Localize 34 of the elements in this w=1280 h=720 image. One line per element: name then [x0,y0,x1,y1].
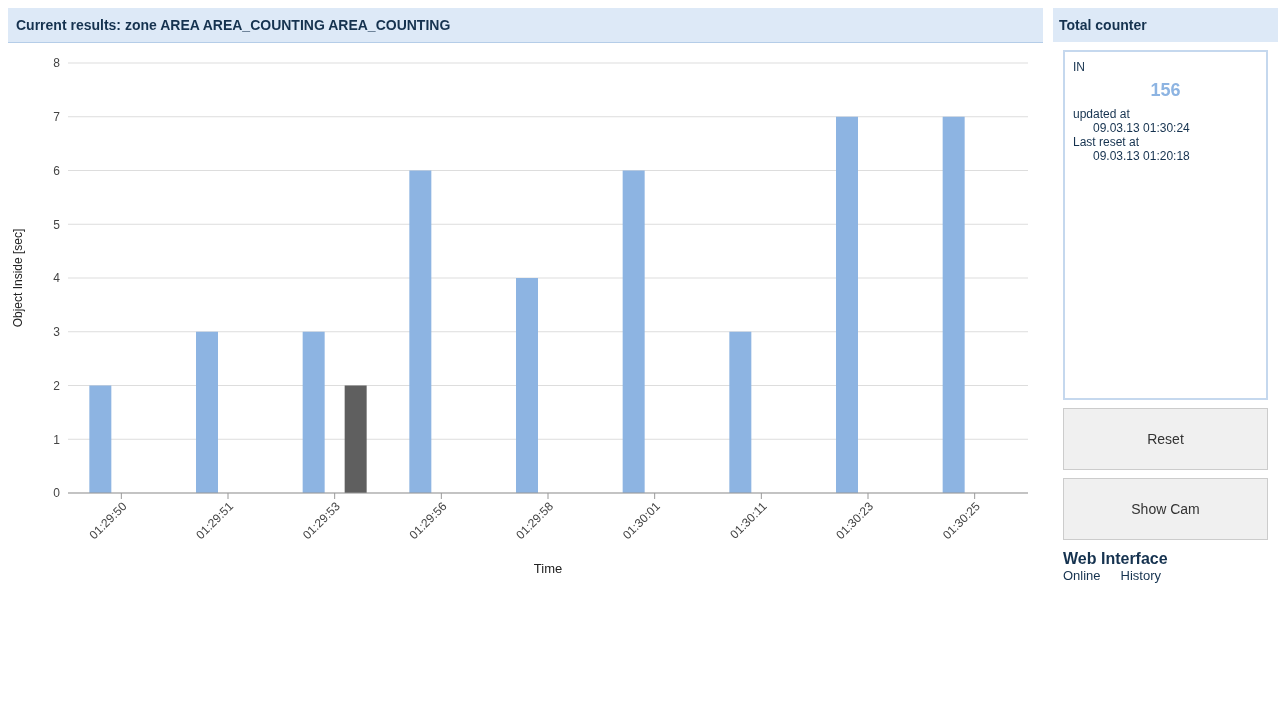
text: 09.03.13 01:30:24 [1092,121,1191,135]
y-axis-title: Object Inside [sec] [11,228,26,328]
y-tick-label: 7 [53,110,61,125]
y-tick-label: 8 [53,56,61,71]
y-tick-label: 2 [53,378,61,393]
y-tick-label: 0 [53,486,61,501]
text: 156 [1149,80,1182,101]
bar [196,331,218,493]
bar [409,170,432,493]
bar [344,385,367,493]
bar [89,385,112,493]
text: 09.03.13 01:20:18 [1092,149,1191,163]
text: Web Interface [1063,550,1169,568]
x-axis-title: Time [533,561,563,576]
y-tick-label: 1 [53,432,61,447]
bar [942,116,965,493]
text: Last reset at [1073,135,1141,149]
text: IN [1073,60,1086,74]
text: Show Cam [1063,478,1268,540]
y-tick-label: 6 [53,163,61,178]
y-tick-label: 4 [53,271,61,286]
y-tick-label: 3 [53,325,61,340]
bar [302,331,325,493]
bar [622,170,645,493]
text: History [1120,568,1162,583]
text: Online [1063,568,1101,583]
text: updated at [1073,107,1131,121]
text: Total counter [1053,8,1278,42]
text: Reset [1063,408,1268,470]
bar [516,278,538,493]
chart-title: Current results: zone AREA AREA_COUNTING AREA_COUNTING [8,8,1043,43]
y-tick-label: 5 [53,217,61,232]
bar [729,331,752,493]
bar [836,116,858,493]
